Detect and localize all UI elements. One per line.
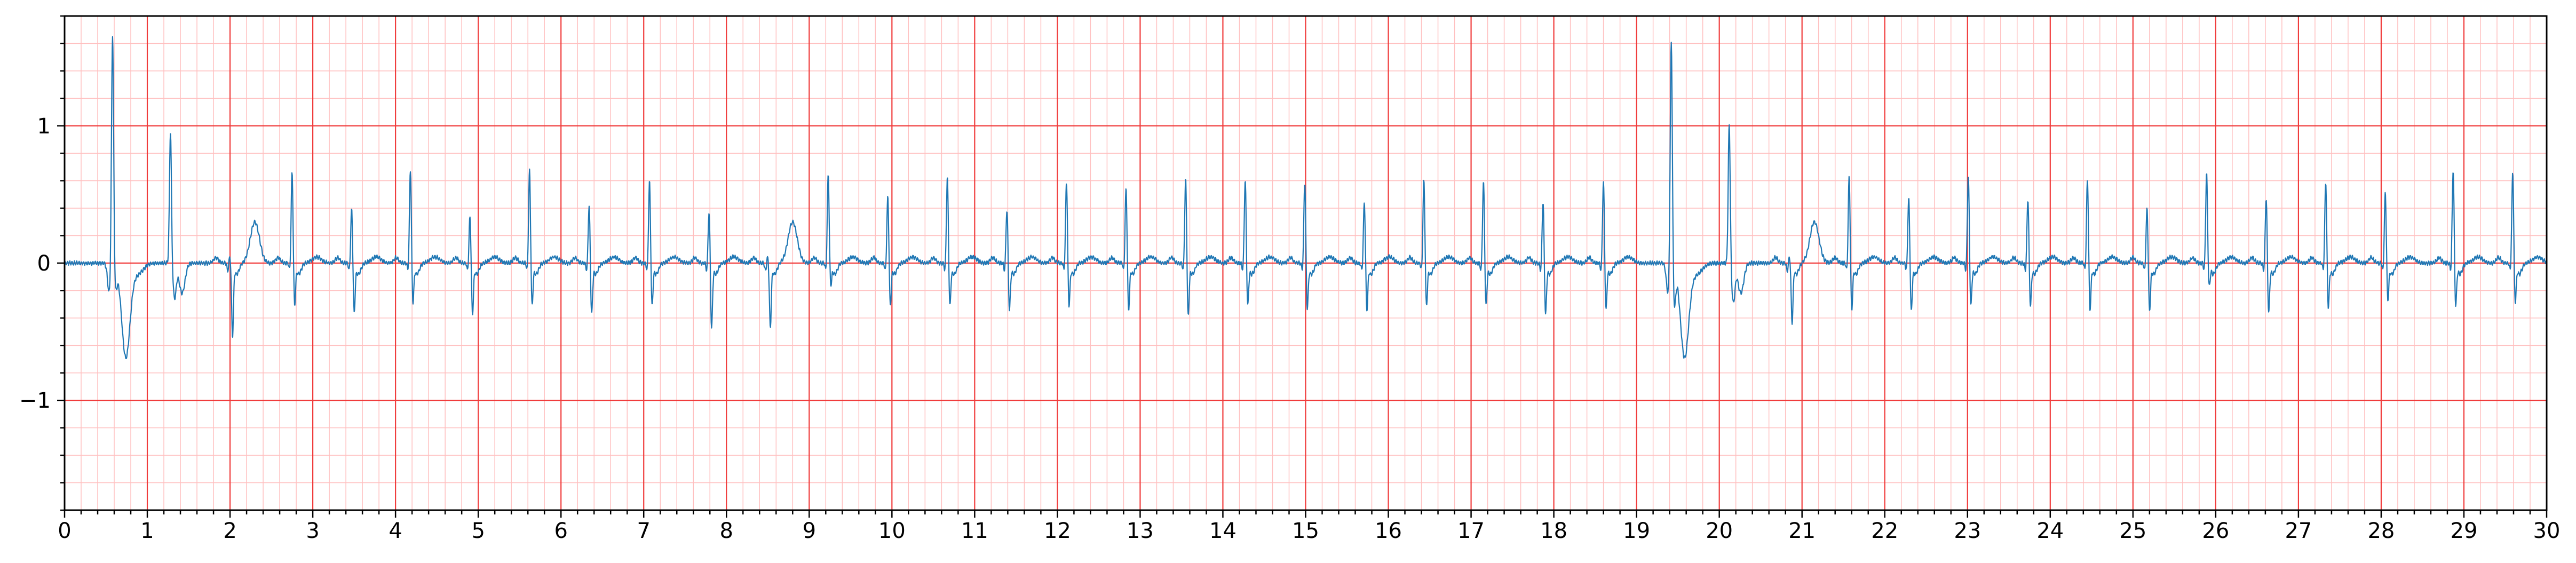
y-axis-ticks: 1 0 −1 (19, 15, 65, 511)
x-tick-label: 20 (1706, 519, 1733, 543)
x-tick-label: 18 (1540, 519, 1567, 543)
x-axis-ticks: 0 1 2 3 4 5 6 7 8 9 10 11 12 13 14 15 16 17 18 19 20 21 22 23 24… (58, 510, 2560, 543)
x-tick-label: 8 (720, 519, 733, 543)
x-tick-label: 7 (637, 519, 651, 543)
x-tick-label: 12 (1044, 519, 1071, 543)
x-tick-label: 1 (140, 519, 154, 543)
x-tick-label: 19 (1623, 519, 1650, 543)
x-tick-label: 15 (1292, 519, 1319, 543)
x-tick-label: 0 (58, 519, 71, 543)
x-tick-label: 17 (1457, 519, 1485, 543)
x-tick-label: 6 (554, 519, 567, 543)
x-tick-label: 9 (803, 519, 816, 543)
x-tick-label: 29 (2451, 519, 2478, 543)
y-tick-label: 1 (37, 114, 51, 139)
x-tick-label: 22 (1871, 519, 1898, 543)
x-tick-label: 30 (2533, 519, 2561, 543)
x-tick-label: 14 (1209, 519, 1237, 543)
x-tick-label: 16 (1375, 519, 1402, 543)
x-tick-label: 27 (2285, 519, 2312, 543)
ecg-trace-line (64, 36, 2547, 359)
x-tick-label: 13 (1127, 519, 1154, 543)
y-tick-label: −1 (19, 388, 51, 413)
x-tick-label: 11 (961, 519, 988, 543)
x-tick-label: 10 (878, 519, 906, 543)
x-tick-label: 2 (223, 519, 236, 543)
x-tick-label: 26 (2202, 519, 2229, 543)
x-tick-label: 28 (2367, 519, 2395, 543)
x-tick-label: 3 (306, 519, 319, 543)
ecg-trace-layer (64, 36, 2547, 359)
x-tick-label: 4 (389, 519, 402, 543)
x-tick-label: 5 (471, 519, 485, 543)
y-tick-label: 0 (37, 251, 51, 276)
x-tick-label: 23 (1954, 519, 1981, 543)
x-tick-label: 24 (2036, 519, 2064, 543)
x-tick-label: 21 (1788, 519, 1816, 543)
x-tick-label: 25 (2119, 519, 2146, 543)
